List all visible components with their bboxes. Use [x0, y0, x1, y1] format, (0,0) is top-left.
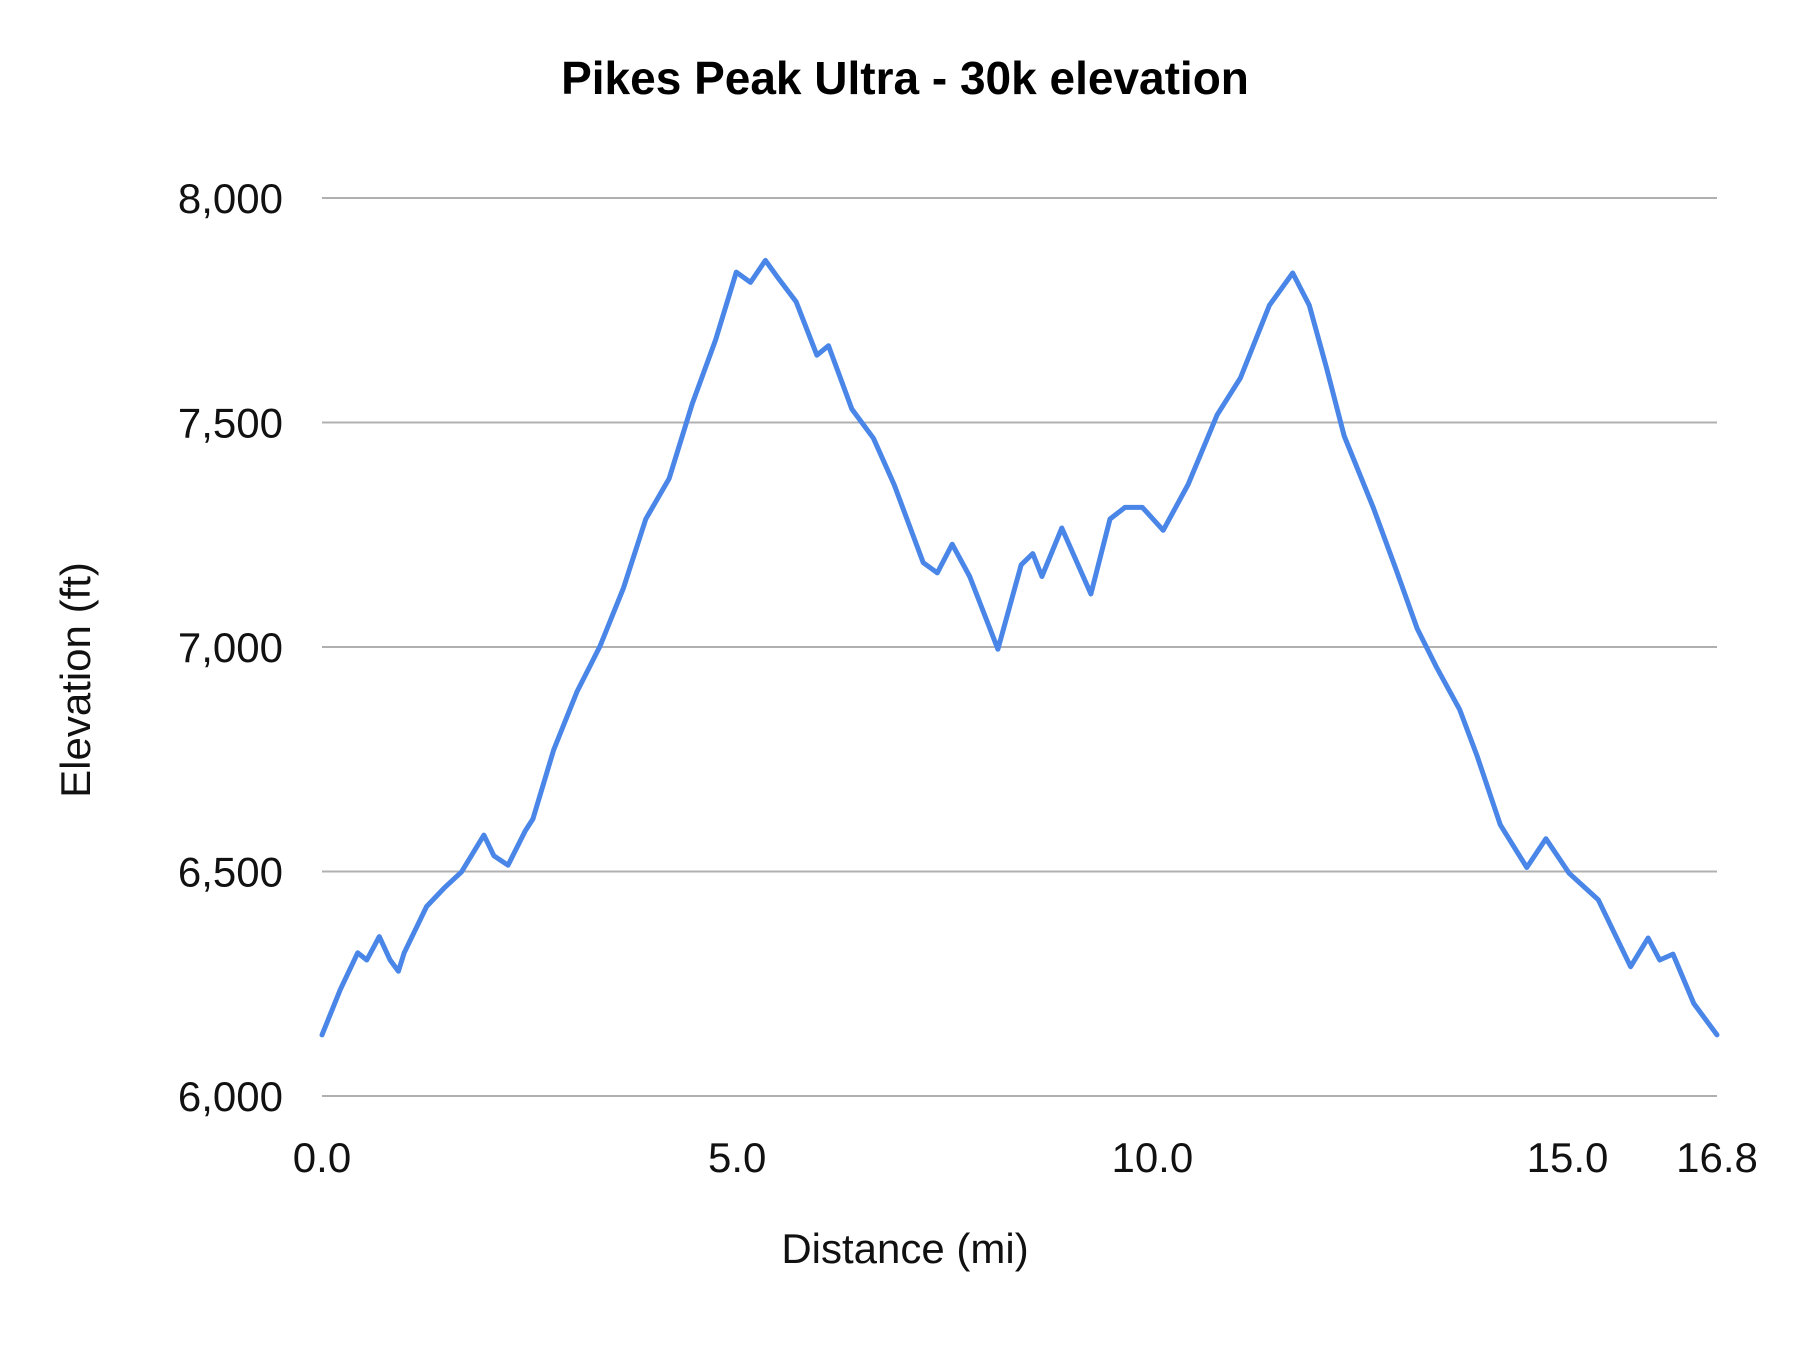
x-tick-label: 16.8	[1676, 1134, 1758, 1181]
x-tick-label: 5.0	[708, 1134, 766, 1181]
chart-title: Pikes Peak Ultra - 30k elevation	[561, 52, 1249, 104]
y-tick-label: 8,000	[178, 175, 283, 222]
x-axis-label: Distance (mi)	[781, 1225, 1028, 1272]
x-tick-label: 0.0	[293, 1134, 351, 1181]
gridlines	[322, 197, 1717, 1097]
x-tick-label: 15.0	[1527, 1134, 1609, 1181]
x-tick-label: 10.0	[1111, 1134, 1193, 1181]
y-tick-label: 7,500	[178, 400, 283, 447]
y-axis-ticks: 6,000 6,500 7,000 7,500 8,000	[178, 175, 283, 1120]
x-axis-ticks: 0.0 5.0 10.0 15.0 16.8	[293, 1134, 1758, 1181]
y-tick-label: 6,000	[178, 1073, 283, 1120]
elevation-line	[319, 257, 1720, 1038]
y-tick-label: 6,500	[178, 849, 283, 896]
y-axis-label: Elevation (ft)	[52, 562, 99, 798]
y-tick-label: 7,000	[178, 624, 283, 671]
